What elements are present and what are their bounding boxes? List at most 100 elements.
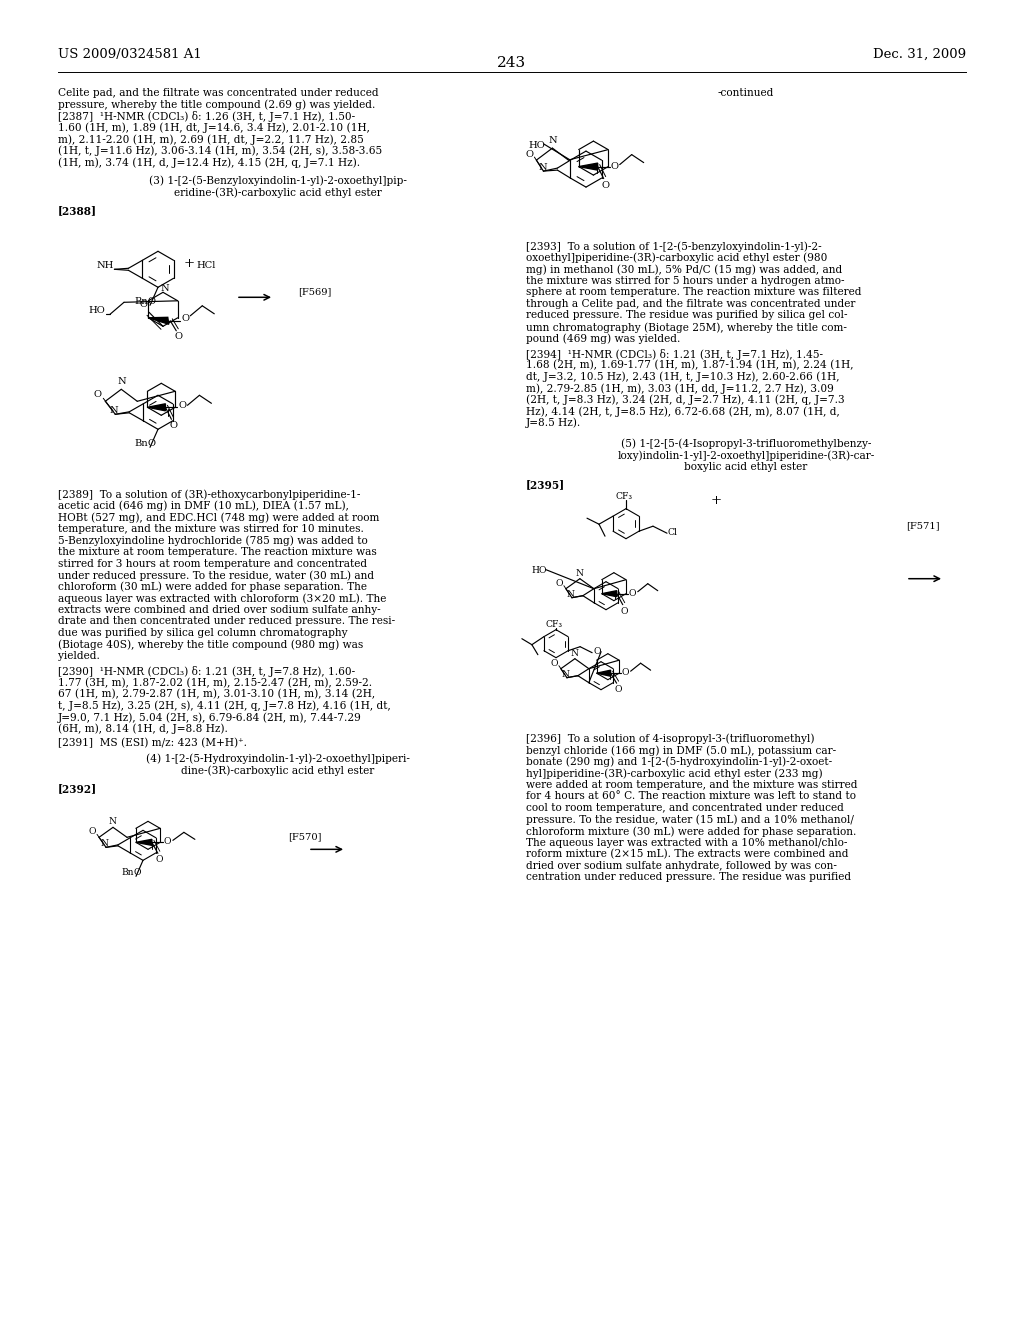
Text: N: N — [118, 378, 126, 387]
Polygon shape — [579, 164, 598, 170]
Text: [2393]  To a solution of 1-[2-(5-benzyloxyindolin-1-yl)-2-: [2393] To a solution of 1-[2-(5-benzylox… — [526, 242, 821, 252]
Text: 1.68 (2H, m), 1.69-1.77 (1H, m), 1.87-1.94 (1H, m), 2.24 (1H,: 1.68 (2H, m), 1.69-1.77 (1H, m), 1.87-1.… — [526, 360, 853, 371]
Polygon shape — [597, 671, 610, 676]
Text: [F571]: [F571] — [906, 521, 940, 531]
Text: J=9.0, 7.1 Hz), 5.04 (2H, s), 6.79-6.84 (2H, m), 7.44-7.29: J=9.0, 7.1 Hz), 5.04 (2H, s), 6.79-6.84 … — [58, 713, 361, 723]
Text: through a Celite pad, and the filtrate was concentrated under: through a Celite pad, and the filtrate w… — [526, 298, 855, 309]
Text: eridine-(3R)-carboxylic acid ethyl ester: eridine-(3R)-carboxylic acid ethyl ester — [174, 187, 382, 198]
Text: bonate (290 mg) and 1-[2-(5-hydroxyindolin-1-yl)-2-oxoet-: bonate (290 mg) and 1-[2-(5-hydroxyindol… — [526, 756, 833, 767]
Text: N: N — [101, 840, 109, 849]
Text: for 4 hours at 60° C. The reaction mixture was left to stand to: for 4 hours at 60° C. The reaction mixtu… — [526, 792, 856, 801]
Text: benzyl chloride (166 mg) in DMF (5.0 mL), potassium car-: benzyl chloride (166 mg) in DMF (5.0 mL)… — [526, 746, 837, 756]
Text: (3) 1-[2-(5-Benzyloxyindolin-1-yl)-2-oxoethyl]pip-: (3) 1-[2-(5-Benzyloxyindolin-1-yl)-2-oxo… — [150, 176, 407, 186]
Text: N: N — [549, 136, 557, 145]
Text: O: O — [593, 647, 601, 656]
Text: chloroform (30 mL) were added for phase separation. The: chloroform (30 mL) were added for phase … — [58, 582, 367, 593]
Text: extracts were combined and dried over sodium sulfate anhy-: extracts were combined and dried over so… — [58, 605, 381, 615]
Text: HCl: HCl — [196, 261, 215, 271]
Text: stirred for 3 hours at room temperature and concentrated: stirred for 3 hours at room temperature … — [58, 558, 368, 569]
Text: (1H, t, J=11.6 Hz), 3.06-3.14 (1H, m), 3.54 (2H, s), 3.58-3.65: (1H, t, J=11.6 Hz), 3.06-3.14 (1H, m), 3… — [58, 145, 382, 156]
Text: The aqueous layer was extracted with a 10% methanol/chlo-: The aqueous layer was extracted with a 1… — [526, 838, 848, 847]
Text: t, J=8.5 Hz), 3.25 (2H, s), 4.11 (2H, q, J=7.8 Hz), 4.16 (1H, dt,: t, J=8.5 Hz), 3.25 (2H, s), 4.11 (2H, q,… — [58, 701, 391, 711]
Text: [2392]: [2392] — [58, 783, 97, 793]
Text: N: N — [160, 284, 169, 293]
Text: [2395]: [2395] — [526, 479, 565, 490]
Text: Bn: Bn — [121, 869, 133, 878]
Text: mg) in methanol (30 mL), 5% Pd/C (15 mg) was added, and: mg) in methanol (30 mL), 5% Pd/C (15 mg)… — [526, 264, 843, 275]
Text: N: N — [110, 407, 118, 416]
Text: pressure. To the residue, water (15 mL) and a 10% methanol/: pressure. To the residue, water (15 mL) … — [526, 814, 854, 825]
Text: O: O — [181, 314, 189, 323]
Text: +: + — [711, 494, 722, 507]
Text: m), 2.79-2.85 (1H, m), 3.03 (1H, dd, J=11.2, 2.7 Hz), 3.09: m), 2.79-2.85 (1H, m), 3.03 (1H, dd, J=1… — [526, 383, 834, 393]
Text: CF₃: CF₃ — [616, 491, 633, 500]
Text: 1.60 (1H, m), 1.89 (1H, dt, J=14.6, 3.4 Hz), 2.01-2.10 (1H,: 1.60 (1H, m), 1.89 (1H, dt, J=14.6, 3.4 … — [58, 123, 370, 133]
Text: drate and then concentrated under reduced pressure. The resi-: drate and then concentrated under reduce… — [58, 616, 395, 627]
Text: 5-Benzyloxyindoline hydrochloride (785 mg) was added to: 5-Benzyloxyindoline hydrochloride (785 m… — [58, 536, 368, 546]
Polygon shape — [136, 840, 152, 845]
Text: due was purified by silica gel column chromatography: due was purified by silica gel column ch… — [58, 628, 347, 638]
Text: boxylic acid ethyl ester: boxylic acid ethyl ester — [684, 462, 808, 471]
Text: acetic acid (646 mg) in DMF (10 mL), DIEA (1.57 mL),: acetic acid (646 mg) in DMF (10 mL), DIE… — [58, 500, 349, 511]
Text: O: O — [156, 855, 164, 865]
Text: sphere at room temperature. The reaction mixture was filtered: sphere at room temperature. The reaction… — [526, 288, 861, 297]
Text: HOBt (527 mg), and EDC.HCl (748 mg) were added at room: HOBt (527 mg), and EDC.HCl (748 mg) were… — [58, 512, 379, 523]
Text: [2391]  MS (ESI) m/z: 423 (M+H)⁺.: [2391] MS (ESI) m/z: 423 (M+H)⁺. — [58, 738, 247, 748]
Text: HO: HO — [88, 306, 104, 315]
Text: (6H, m), 8.14 (1H, d, J=8.8 Hz).: (6H, m), 8.14 (1H, d, J=8.8 Hz). — [58, 723, 228, 734]
Text: dt, J=3.2, 10.5 Hz), 2.43 (1H, t, J=10.3 Hz), 2.60-2.66 (1H,: dt, J=3.2, 10.5 Hz), 2.43 (1H, t, J=10.3… — [526, 372, 840, 383]
Text: pound (469 mg) was yielded.: pound (469 mg) was yielded. — [526, 334, 680, 345]
Text: [F569]: [F569] — [298, 288, 332, 296]
Text: [2387]  ¹H-NMR (CDCl₃) δ: 1.26 (3H, t, J=7.1 Hz), 1.50-: [2387] ¹H-NMR (CDCl₃) δ: 1.26 (3H, t, J=… — [58, 111, 355, 123]
Text: 67 (1H, m), 2.79-2.87 (1H, m), 3.01-3.10 (1H, m), 3.14 (2H,: 67 (1H, m), 2.79-2.87 (1H, m), 3.01-3.10… — [58, 689, 375, 700]
Text: [2394]  ¹H-NMR (CDCl₃) δ: 1.21 (3H, t, J=7.1 Hz), 1.45-: [2394] ¹H-NMR (CDCl₃) δ: 1.21 (3H, t, J=… — [526, 348, 823, 359]
Text: temperature, and the mixture was stirred for 10 minutes.: temperature, and the mixture was stirred… — [58, 524, 364, 535]
Text: O: O — [610, 161, 618, 170]
Text: O: O — [164, 837, 171, 846]
Text: Bn: Bn — [134, 440, 147, 449]
Text: (4) 1-[2-(5-Hydroxyindolin-1-yl)-2-oxoethyl]piperi-: (4) 1-[2-(5-Hydroxyindolin-1-yl)-2-oxoet… — [146, 754, 410, 764]
Text: O: O — [174, 331, 182, 341]
Text: O: O — [169, 421, 177, 430]
Text: (2H, t, J=8.3 Hz), 3.24 (2H, d, J=2.7 Hz), 4.11 (2H, q, J=7.3: (2H, t, J=8.3 Hz), 3.24 (2H, d, J=2.7 Hz… — [526, 395, 845, 405]
Text: Hz), 4.14 (2H, t, J=8.5 Hz), 6.72-6.68 (2H, m), 8.07 (1H, d,: Hz), 4.14 (2H, t, J=8.5 Hz), 6.72-6.68 (… — [526, 407, 840, 417]
Text: O: O — [622, 668, 629, 677]
Text: N: N — [562, 669, 570, 678]
Text: O: O — [621, 607, 629, 615]
Text: hyl]piperidine-(3R)-carboxylic acid ethyl ester (233 mg): hyl]piperidine-(3R)-carboxylic acid ethy… — [526, 768, 822, 779]
Text: CF₃: CF₃ — [546, 619, 563, 628]
Text: [2388]: [2388] — [58, 205, 97, 215]
Text: pressure, whereby the title compound (2.69 g) was yielded.: pressure, whereby the title compound (2.… — [58, 99, 376, 110]
Text: [2396]  To a solution of 4-isopropyl-3-(trifluoromethyl): [2396] To a solution of 4-isopropyl-3-(t… — [526, 734, 814, 744]
Text: O: O — [602, 181, 609, 190]
Text: O: O — [134, 869, 141, 878]
Text: cool to room temperature, and concentrated under reduced: cool to room temperature, and concentrat… — [526, 803, 844, 813]
Text: US 2009/0324581 A1: US 2009/0324581 A1 — [58, 48, 202, 61]
Text: N: N — [539, 164, 547, 172]
Text: oxoethyl]piperidine-(3R)-carboxylic acid ethyl ester (980: oxoethyl]piperidine-(3R)-carboxylic acid… — [526, 252, 827, 263]
Text: Celite pad, and the filtrate was concentrated under reduced: Celite pad, and the filtrate was concent… — [58, 88, 379, 98]
Text: J=8.5 Hz).: J=8.5 Hz). — [526, 418, 582, 429]
Text: [F570]: [F570] — [288, 833, 322, 841]
Polygon shape — [148, 317, 169, 325]
Text: Bn: Bn — [134, 297, 147, 306]
Text: O: O — [614, 685, 623, 694]
Text: O: O — [551, 659, 558, 668]
Text: (Biotage 40S), whereby the title compound (980 mg) was: (Biotage 40S), whereby the title compoun… — [58, 639, 364, 649]
Text: Cl: Cl — [668, 528, 678, 537]
Text: N: N — [109, 817, 117, 826]
Polygon shape — [602, 590, 616, 597]
Text: O: O — [525, 150, 534, 160]
Text: m), 2.11-2.20 (1H, m), 2.69 (1H, dt, J=2.2, 11.7 Hz), 2.85: m), 2.11-2.20 (1H, m), 2.69 (1H, dt, J=2… — [58, 135, 364, 145]
Text: [2389]  To a solution of (3R)-ethoxycarbonylpiperidine-1-: [2389] To a solution of (3R)-ethoxycarbo… — [58, 490, 360, 500]
Text: were added at room temperature, and the mixture was stirred: were added at room temperature, and the … — [526, 780, 857, 789]
Text: O: O — [148, 440, 156, 449]
Text: (1H, m), 3.74 (1H, d, J=12.4 Hz), 4.15 (2H, q, J=7.1 Hz).: (1H, m), 3.74 (1H, d, J=12.4 Hz), 4.15 (… — [58, 157, 360, 168]
Text: +: + — [184, 257, 196, 271]
Text: Dec. 31, 2009: Dec. 31, 2009 — [872, 48, 966, 61]
Text: loxy)indolin-1-yl]-2-oxoethyl]piperidine-(3R)-car-: loxy)indolin-1-yl]-2-oxoethyl]piperidine… — [617, 450, 874, 461]
Text: O: O — [93, 391, 101, 399]
Text: aqueous layer was extracted with chloroform (3×20 mL). The: aqueous layer was extracted with chlorof… — [58, 593, 386, 603]
Text: centration under reduced pressure. The residue was purified: centration under reduced pressure. The r… — [526, 873, 851, 882]
Text: N: N — [575, 569, 584, 578]
